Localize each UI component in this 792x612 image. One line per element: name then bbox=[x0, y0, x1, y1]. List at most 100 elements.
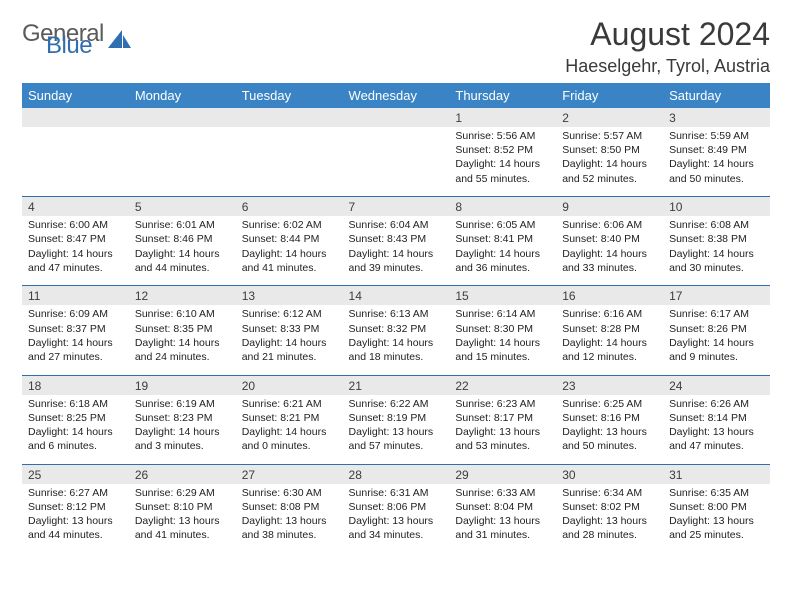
sunrise-line: Sunrise: 6:08 AM bbox=[669, 218, 764, 232]
empty-detail-cell bbox=[236, 127, 343, 194]
day-number-cell: 23 bbox=[556, 375, 663, 395]
header: General Blue August 2024 Haeselgehr, Tyr… bbox=[22, 18, 770, 77]
day-number-cell: 18 bbox=[22, 375, 129, 395]
daylight-line: Daylight: 14 hours and 27 minutes. bbox=[28, 336, 123, 364]
daylight-line: Daylight: 13 hours and 50 minutes. bbox=[562, 425, 657, 453]
daynum-row: 45678910 bbox=[22, 197, 770, 217]
sunset-line: Sunset: 8:12 PM bbox=[28, 500, 123, 514]
sunset-line: Sunset: 8:10 PM bbox=[135, 500, 230, 514]
daylight-line: Daylight: 14 hours and 18 minutes. bbox=[349, 336, 444, 364]
day-number-cell: 6 bbox=[236, 197, 343, 217]
day-number-cell: 20 bbox=[236, 375, 343, 395]
daylight-line: Daylight: 13 hours and 53 minutes. bbox=[455, 425, 550, 453]
day-number-cell: 17 bbox=[663, 286, 770, 306]
sunrise-line: Sunrise: 6:33 AM bbox=[455, 486, 550, 500]
day-number-cell: 27 bbox=[236, 464, 343, 484]
sunrise-line: Sunrise: 6:30 AM bbox=[242, 486, 337, 500]
daynum-row: 11121314151617 bbox=[22, 286, 770, 306]
empty-daynum-cell bbox=[343, 108, 450, 127]
day-number-cell: 14 bbox=[343, 286, 450, 306]
day-header-cell: Monday bbox=[129, 83, 236, 108]
sunrise-line: Sunrise: 6:18 AM bbox=[28, 397, 123, 411]
daylight-line: Daylight: 13 hours and 28 minutes. bbox=[562, 514, 657, 542]
day-detail-cell: Sunrise: 6:01 AMSunset: 8:46 PMDaylight:… bbox=[129, 216, 236, 283]
sunset-line: Sunset: 8:19 PM bbox=[349, 411, 444, 425]
day-number-cell: 15 bbox=[449, 286, 556, 306]
daylight-line: Daylight: 13 hours and 44 minutes. bbox=[28, 514, 123, 542]
day-detail-cell: Sunrise: 6:21 AMSunset: 8:21 PMDaylight:… bbox=[236, 395, 343, 462]
detail-row: Sunrise: 6:18 AMSunset: 8:25 PMDaylight:… bbox=[22, 395, 770, 462]
day-number-cell: 8 bbox=[449, 197, 556, 217]
day-number-cell: 1 bbox=[449, 108, 556, 127]
day-detail-cell: Sunrise: 6:14 AMSunset: 8:30 PMDaylight:… bbox=[449, 305, 556, 372]
day-number-cell: 16 bbox=[556, 286, 663, 306]
day-number-cell: 5 bbox=[129, 197, 236, 217]
sunrise-line: Sunrise: 6:01 AM bbox=[135, 218, 230, 232]
day-header-cell: Sunday bbox=[22, 83, 129, 108]
daylight-line: Daylight: 13 hours and 41 minutes. bbox=[135, 514, 230, 542]
sunrise-line: Sunrise: 6:26 AM bbox=[669, 397, 764, 411]
daynum-row: 25262728293031 bbox=[22, 464, 770, 484]
day-number-cell: 13 bbox=[236, 286, 343, 306]
sunrise-line: Sunrise: 6:17 AM bbox=[669, 307, 764, 321]
daylight-line: Daylight: 14 hours and 39 minutes. bbox=[349, 247, 444, 275]
sunrise-line: Sunrise: 6:23 AM bbox=[455, 397, 550, 411]
detail-row: Sunrise: 6:27 AMSunset: 8:12 PMDaylight:… bbox=[22, 484, 770, 551]
day-detail-cell: Sunrise: 6:19 AMSunset: 8:23 PMDaylight:… bbox=[129, 395, 236, 462]
day-number-cell: 29 bbox=[449, 464, 556, 484]
sunset-line: Sunset: 8:17 PM bbox=[455, 411, 550, 425]
day-number-cell: 22 bbox=[449, 375, 556, 395]
day-number-cell: 30 bbox=[556, 464, 663, 484]
daylight-line: Daylight: 14 hours and 44 minutes. bbox=[135, 247, 230, 275]
day-number-cell: 21 bbox=[343, 375, 450, 395]
day-detail-cell: Sunrise: 6:30 AMSunset: 8:08 PMDaylight:… bbox=[236, 484, 343, 551]
day-header-row: SundayMondayTuesdayWednesdayThursdayFrid… bbox=[22, 83, 770, 108]
sunset-line: Sunset: 8:02 PM bbox=[562, 500, 657, 514]
day-detail-cell: Sunrise: 6:06 AMSunset: 8:40 PMDaylight:… bbox=[556, 216, 663, 283]
sunset-line: Sunset: 8:28 PM bbox=[562, 322, 657, 336]
calendar-body: SundayMondayTuesdayWednesdayThursdayFrid… bbox=[22, 83, 770, 550]
sunrise-line: Sunrise: 6:10 AM bbox=[135, 307, 230, 321]
calendar-table: SundayMondayTuesdayWednesdayThursdayFrid… bbox=[22, 83, 770, 550]
day-detail-cell: Sunrise: 6:12 AMSunset: 8:33 PMDaylight:… bbox=[236, 305, 343, 372]
logo-sail-icon bbox=[108, 30, 132, 55]
sunrise-line: Sunrise: 6:22 AM bbox=[349, 397, 444, 411]
logo: General Blue bbox=[22, 24, 132, 57]
sunrise-line: Sunrise: 6:21 AM bbox=[242, 397, 337, 411]
sunrise-line: Sunrise: 6:06 AM bbox=[562, 218, 657, 232]
daylight-line: Daylight: 13 hours and 31 minutes. bbox=[455, 514, 550, 542]
sunrise-line: Sunrise: 5:56 AM bbox=[455, 129, 550, 143]
day-detail-cell: Sunrise: 5:56 AMSunset: 8:52 PMDaylight:… bbox=[449, 127, 556, 194]
day-number-cell: 25 bbox=[22, 464, 129, 484]
daylight-line: Daylight: 14 hours and 3 minutes. bbox=[135, 425, 230, 453]
daylight-line: Daylight: 14 hours and 30 minutes. bbox=[669, 247, 764, 275]
sunset-line: Sunset: 8:23 PM bbox=[135, 411, 230, 425]
day-detail-cell: Sunrise: 6:25 AMSunset: 8:16 PMDaylight:… bbox=[556, 395, 663, 462]
day-number-cell: 26 bbox=[129, 464, 236, 484]
sunset-line: Sunset: 8:32 PM bbox=[349, 322, 444, 336]
day-number-cell: 31 bbox=[663, 464, 770, 484]
sunset-line: Sunset: 8:30 PM bbox=[455, 322, 550, 336]
day-number-cell: 28 bbox=[343, 464, 450, 484]
sunset-line: Sunset: 8:49 PM bbox=[669, 143, 764, 157]
sunrise-line: Sunrise: 6:31 AM bbox=[349, 486, 444, 500]
sunset-line: Sunset: 8:52 PM bbox=[455, 143, 550, 157]
day-number-cell: 11 bbox=[22, 286, 129, 306]
daylight-line: Daylight: 14 hours and 55 minutes. bbox=[455, 157, 550, 185]
sunset-line: Sunset: 8:08 PM bbox=[242, 500, 337, 514]
detail-row: Sunrise: 5:56 AMSunset: 8:52 PMDaylight:… bbox=[22, 127, 770, 194]
day-detail-cell: Sunrise: 6:05 AMSunset: 8:41 PMDaylight:… bbox=[449, 216, 556, 283]
day-header-cell: Saturday bbox=[663, 83, 770, 108]
sunrise-line: Sunrise: 6:12 AM bbox=[242, 307, 337, 321]
day-detail-cell: Sunrise: 6:08 AMSunset: 8:38 PMDaylight:… bbox=[663, 216, 770, 283]
day-detail-cell: Sunrise: 6:17 AMSunset: 8:26 PMDaylight:… bbox=[663, 305, 770, 372]
empty-daynum-cell bbox=[22, 108, 129, 127]
sunset-line: Sunset: 8:50 PM bbox=[562, 143, 657, 157]
daylight-line: Daylight: 14 hours and 33 minutes. bbox=[562, 247, 657, 275]
daylight-line: Daylight: 14 hours and 12 minutes. bbox=[562, 336, 657, 364]
day-detail-cell: Sunrise: 6:31 AMSunset: 8:06 PMDaylight:… bbox=[343, 484, 450, 551]
day-header-cell: Wednesday bbox=[343, 83, 450, 108]
day-number-cell: 3 bbox=[663, 108, 770, 127]
daynum-row: 18192021222324 bbox=[22, 375, 770, 395]
sunset-line: Sunset: 8:26 PM bbox=[669, 322, 764, 336]
